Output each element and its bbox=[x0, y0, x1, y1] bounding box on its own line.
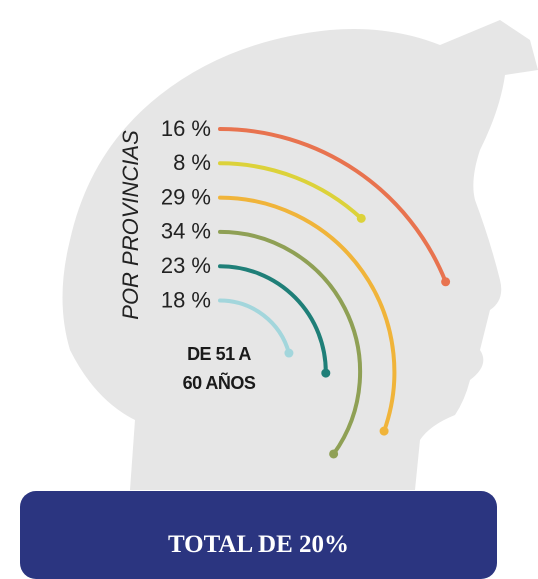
arc bbox=[218, 161, 364, 221]
arc bbox=[218, 195, 397, 434]
value-label: 18 % bbox=[161, 287, 211, 312]
arc bbox=[218, 298, 291, 356]
arc bbox=[218, 264, 328, 376]
arc-end-dot bbox=[329, 449, 339, 459]
arc bbox=[218, 127, 448, 284]
arc bbox=[218, 229, 363, 456]
chart-title: DE 51 A 60 AÑOS bbox=[182, 344, 256, 393]
arc-end-dot bbox=[441, 277, 451, 287]
arc-end-dot bbox=[284, 348, 294, 358]
axis-label: POR PROVINCIAS bbox=[118, 130, 143, 320]
total-banner: TOTAL DE 20% bbox=[20, 491, 497, 579]
value-label: 8 % bbox=[173, 150, 211, 175]
arc-end-dot bbox=[379, 426, 389, 436]
value-label: 29 % bbox=[161, 184, 211, 209]
arc-end-dot bbox=[321, 368, 331, 378]
arc-end-dot bbox=[356, 213, 366, 223]
value-label: 23 % bbox=[161, 253, 211, 278]
value-label: 16 % bbox=[161, 116, 211, 141]
value-label: 34 % bbox=[161, 219, 211, 244]
